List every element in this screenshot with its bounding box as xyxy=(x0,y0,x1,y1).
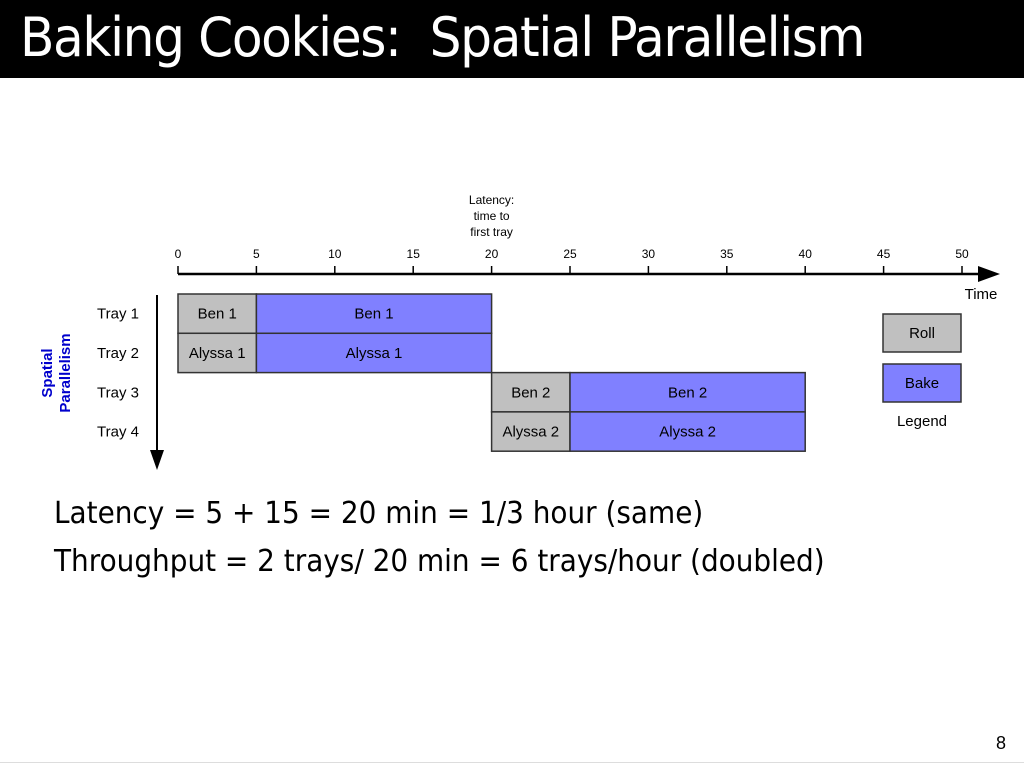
roll-bar xyxy=(490,371,571,413)
axis-tick-label: 30 xyxy=(642,247,656,261)
title-bar: Baking Cookies: Spatial Parallelism xyxy=(0,0,1024,78)
bar-label: Ben 1 xyxy=(354,306,393,323)
latency-note-line: time to xyxy=(474,209,510,223)
roll-bar xyxy=(177,332,258,374)
tray-row-label: Tray 2 xyxy=(97,345,139,362)
bake-bar xyxy=(255,332,493,374)
time-axis-label: Time xyxy=(965,286,998,303)
axis-tick-label: 45 xyxy=(877,247,891,261)
axis-tick-label: 35 xyxy=(720,247,734,261)
axis-tick-label: 10 xyxy=(328,247,342,261)
latency-statement: Latency = 5 + 15 = 20 min = 1/3 hour (sa… xyxy=(54,496,704,531)
spatial-parallelism-label-line: Parallelism xyxy=(57,333,74,412)
slide-title: Baking Cookies: Spatial Parallelism xyxy=(20,6,865,69)
tray-row-label: Tray 4 xyxy=(97,424,139,441)
bar-label: Alyssa 2 xyxy=(502,424,559,441)
spatial-parallelism-label-line: Spatial xyxy=(39,348,56,397)
spatial-parallelism-label: SpatialParallelism xyxy=(39,333,74,412)
tray-axis-arrowhead xyxy=(150,450,164,470)
bar-label: Alyssa 1 xyxy=(346,345,403,362)
footer-divider xyxy=(0,762,1024,763)
bar-label: Ben 2 xyxy=(668,384,707,401)
bar-label: Ben 1 xyxy=(198,306,237,323)
throughput-statement: Throughput = 2 trays/ 20 min = 6 trays/h… xyxy=(54,544,825,579)
legend-title: Legend xyxy=(897,413,947,430)
axis-tick-label: 0 xyxy=(175,247,182,261)
legend-item-label: Bake xyxy=(905,375,939,392)
axis-tick-label: 50 xyxy=(955,247,969,261)
bar-label: Alyssa 1 xyxy=(189,345,246,362)
latency-note-line: Latency: xyxy=(469,193,514,207)
bar-label: Alyssa 2 xyxy=(659,424,716,441)
axis-tick-label: 40 xyxy=(799,247,813,261)
axis-tick-label: 25 xyxy=(563,247,577,261)
roll-bar xyxy=(177,293,258,335)
tray-row-label: Tray 3 xyxy=(97,384,139,401)
bar-label: Ben 2 xyxy=(511,384,550,401)
legend-bake-swatch xyxy=(882,363,962,403)
axis-tick-label: 20 xyxy=(485,247,499,261)
legend-roll-swatch xyxy=(882,313,962,353)
legend-item-label: Roll xyxy=(909,325,935,342)
axis-tick-label: 15 xyxy=(407,247,421,261)
latency-note-line: first tray xyxy=(470,225,513,239)
page-number: 8 xyxy=(995,733,1006,753)
bake-bar xyxy=(569,411,806,452)
bake-bar xyxy=(569,371,806,413)
tray-row-label: Tray 1 xyxy=(97,306,139,323)
axis-tick-label: 5 xyxy=(253,247,260,261)
time-axis-arrowhead xyxy=(978,266,1000,282)
